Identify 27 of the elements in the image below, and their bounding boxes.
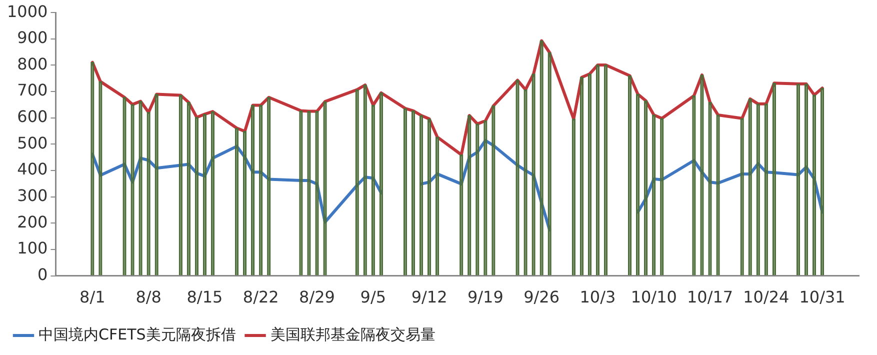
x-tick-label: 8/15 [186, 288, 223, 307]
y-tick-label: 100 [17, 238, 48, 258]
x-tick-label: 9/5 [360, 288, 386, 307]
y-tick-label: 900 [17, 28, 48, 48]
y-tick-label: 700 [17, 80, 48, 100]
x-tick-label: 10/3 [580, 288, 616, 307]
y-tick-label: 0 [38, 264, 48, 284]
x-tick-label: 9/26 [524, 288, 560, 307]
legend-label: 中国境内CFETS美元隔夜拆借 [38, 325, 236, 344]
x-tick-label: 9/12 [411, 288, 448, 307]
y-tick-label: 1000 [7, 2, 48, 21]
y-tick-label: 600 [17, 107, 48, 126]
x-tick-label: 8/1 [80, 288, 106, 307]
y-tick-label: 200 [17, 212, 48, 232]
x-tick-label: 10/10 [630, 288, 677, 307]
x-tick-label: 10/31 [799, 288, 846, 307]
legend-label: 美国联邦基金隔夜交易量 [270, 325, 436, 344]
y-tick-label: 300 [17, 186, 48, 205]
x-tick-label: 10/17 [686, 288, 734, 307]
y-tick-label: 800 [17, 54, 48, 74]
x-tick-label: 9/19 [467, 288, 504, 307]
y-tick-label: 400 [17, 160, 48, 179]
x-tick-label: 8/8 [136, 288, 162, 307]
x-tick-label: 8/29 [299, 288, 335, 307]
y-tick-label: 500 [17, 133, 48, 152]
x-tick-label: 8/22 [242, 288, 279, 307]
x-tick-label: 10/24 [743, 288, 790, 307]
